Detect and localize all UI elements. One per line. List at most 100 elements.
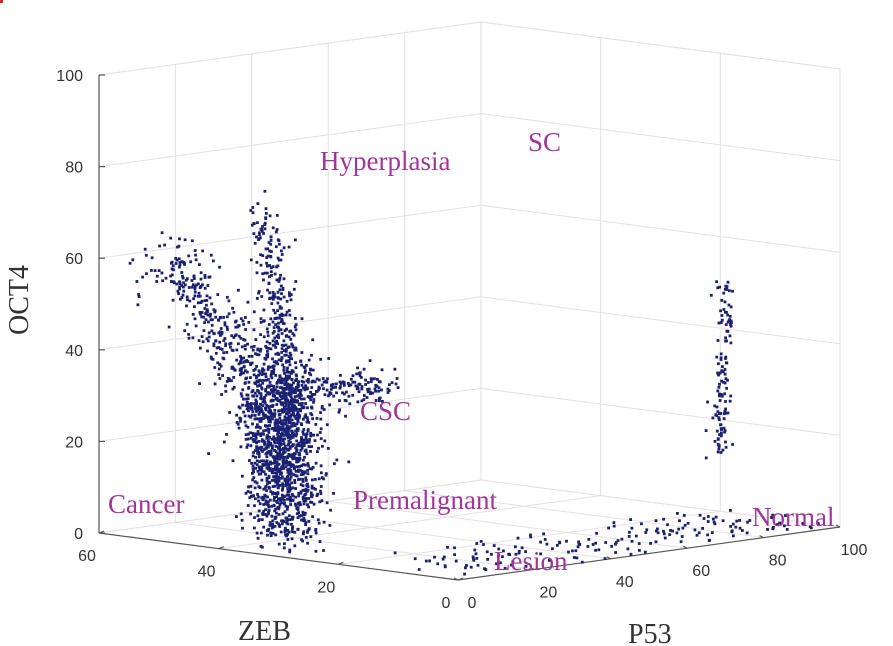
data-point: [256, 221, 259, 225]
data-point: [193, 317, 197, 321]
data-point: [294, 366, 298, 370]
data-point: [309, 491, 313, 495]
data-point: [295, 407, 298, 411]
data-point: [318, 540, 322, 543]
data-point: [288, 550, 292, 554]
data-point: [524, 564, 528, 568]
data-point: [309, 431, 313, 435]
data-point: [177, 292, 180, 296]
data-point: [240, 394, 244, 398]
data-point: [257, 472, 261, 476]
data-point: [349, 383, 353, 387]
data-point: [279, 499, 282, 502]
data-point: [208, 296, 212, 300]
data-point: [255, 410, 258, 413]
data-point: [173, 281, 176, 285]
data-point: [277, 542, 281, 546]
data-point: [280, 428, 284, 431]
data-point: [310, 353, 313, 357]
data-point: [319, 471, 323, 475]
data-point: [258, 411, 262, 414]
data-point: [269, 255, 273, 259]
data-point: [620, 537, 624, 541]
data-point: [242, 360, 246, 364]
data-point: [314, 423, 318, 426]
data-point: [250, 402, 253, 405]
data-point: [586, 545, 590, 548]
data-point: [274, 445, 278, 448]
data-point: [223, 321, 227, 325]
data-point: [278, 242, 281, 246]
x-tick-label: 60: [78, 548, 96, 565]
data-point: [182, 261, 185, 264]
data-point: [580, 560, 584, 564]
data-point: [731, 443, 734, 446]
data-point: [185, 277, 189, 281]
data-point: [302, 380, 305, 384]
data-point: [246, 504, 250, 507]
data-point: [251, 431, 255, 435]
data-point: [257, 231, 261, 235]
data-point: [283, 477, 287, 481]
data-point: [294, 447, 298, 450]
data-point: [283, 433, 287, 437]
data-point: [273, 408, 277, 412]
data-point: [266, 434, 269, 437]
data-point: [492, 544, 496, 547]
data-point: [287, 355, 291, 358]
data-point: [486, 558, 490, 561]
data-point: [247, 355, 251, 358]
data-point: [304, 476, 308, 480]
data-point: [248, 402, 251, 406]
data-point: [290, 387, 294, 391]
data-point: [288, 420, 292, 424]
data-point: [282, 394, 285, 398]
data-point: [288, 351, 292, 355]
data-point: [178, 237, 181, 241]
data-point: [266, 247, 270, 251]
data-point: [259, 545, 263, 548]
data-point: [287, 393, 291, 396]
data-point: [287, 360, 291, 363]
data-point: [212, 259, 215, 263]
data-point: [319, 357, 323, 361]
data-point: [150, 269, 153, 272]
data-point: [576, 545, 580, 549]
data-point: [266, 439, 270, 442]
data-point: [304, 536, 308, 539]
data-point: [164, 276, 168, 280]
data-point: [364, 378, 367, 382]
data-point: [285, 432, 289, 435]
data-point: [351, 393, 355, 397]
data-point: [264, 207, 268, 210]
data-point: [338, 408, 341, 412]
data-point: [722, 380, 725, 384]
data-point: [295, 374, 298, 378]
data-point: [290, 537, 294, 541]
data-point: [308, 467, 312, 470]
data-point: [316, 492, 319, 496]
data-point: [261, 381, 265, 385]
data-point: [252, 310, 256, 314]
data-point: [268, 481, 271, 485]
data-point: [721, 448, 725, 452]
data-point: [224, 342, 228, 346]
data-point: [302, 432, 305, 436]
data-point: [277, 438, 280, 442]
data-point: [282, 442, 286, 445]
data-point: [285, 521, 289, 525]
data-point: [289, 435, 293, 439]
data-point: [271, 320, 275, 324]
data-point: [720, 369, 724, 373]
data-point: [277, 522, 281, 526]
data-point: [135, 280, 139, 283]
data-point: [502, 549, 505, 553]
data-point: [199, 301, 203, 304]
data-point: [233, 368, 237, 372]
data-point: [714, 515, 718, 519]
data-point: [359, 376, 363, 379]
data-point: [252, 476, 256, 479]
data-point: [215, 346, 219, 350]
data-point: [322, 477, 325, 481]
data-point: [206, 310, 209, 313]
